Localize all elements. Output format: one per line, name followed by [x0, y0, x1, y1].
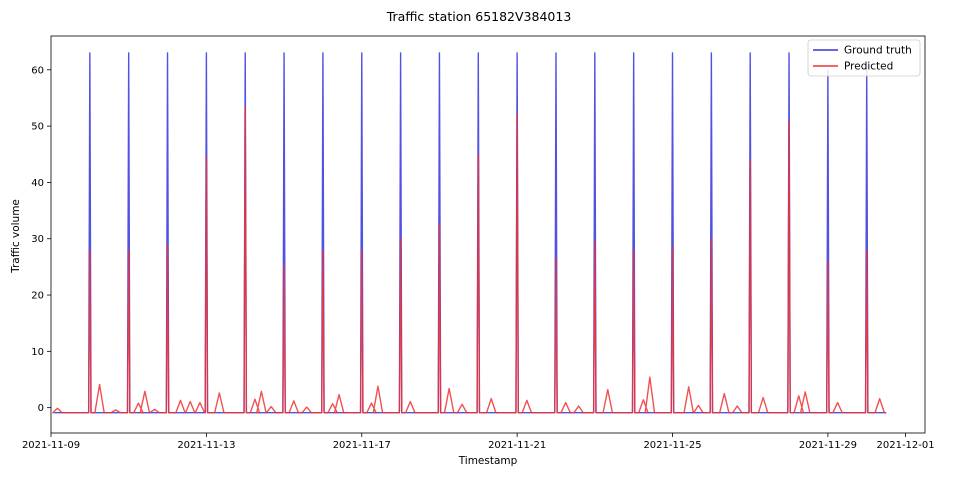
- y-tick-label: 40: [31, 178, 44, 189]
- y-axis: 0 10 20 30 40 50 60: [31, 65, 51, 414]
- x-tick-label: 2021-11-21: [488, 440, 546, 451]
- plot-lines: [52, 52, 887, 414]
- y-tick-label: 10: [31, 347, 44, 358]
- x-tick-label: 2021-11-13: [177, 440, 235, 451]
- x-tick-label: 2021-11-09: [22, 440, 80, 451]
- y-tick-label: 60: [31, 65, 44, 76]
- legend-label: Ground truth: [844, 45, 912, 57]
- series-line-predicted: [52, 105, 887, 414]
- y-tick-label: 20: [31, 291, 44, 302]
- x-axis-label: Timestamp: [458, 455, 518, 467]
- y-tick-label: 50: [31, 122, 44, 133]
- chart-title: Traffic station 65182V384013: [386, 9, 572, 24]
- legend: Ground truth Predicted: [807, 39, 921, 77]
- y-axis-label: Traffic volume: [10, 199, 22, 274]
- x-tick-label: 2021-11-25: [643, 440, 701, 451]
- x-axis: 2021-11-09 2021-11-13 2021-11-17 2021-11-21…: [22, 433, 935, 451]
- x-tick-label: 2021-12-01: [877, 440, 935, 451]
- y-tick-label: 30: [31, 234, 44, 245]
- plot-frame: [50, 35, 926, 434]
- x-tick-label: 2021-11-29: [799, 440, 857, 451]
- x-tick-label: 2021-11-17: [333, 440, 391, 451]
- y-tick-label: 0: [38, 403, 44, 414]
- legend-label: Predicted: [844, 61, 893, 73]
- legend-box: [807, 39, 921, 77]
